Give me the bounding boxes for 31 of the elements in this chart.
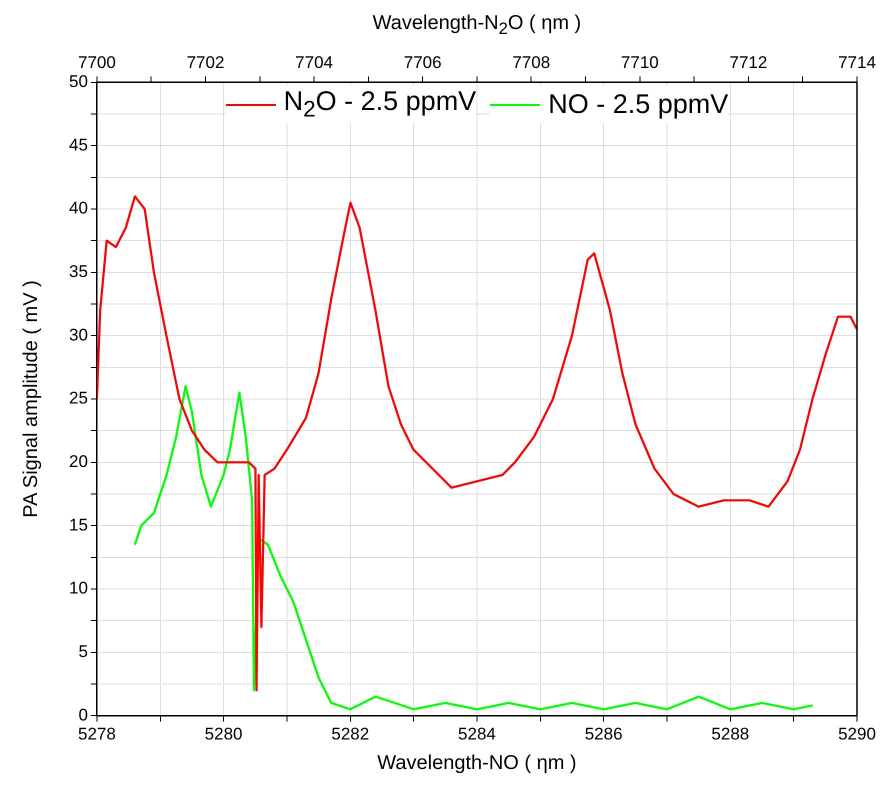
- y-tick-label: 0: [78, 705, 88, 724]
- x2-tick-label: 7708: [512, 52, 550, 72]
- y-tick-label: 45: [68, 135, 88, 154]
- x-axis-title: Wavelength-NO ( ηm ): [376, 752, 578, 775]
- x2-tick-label: 7704: [295, 52, 333, 72]
- y-tick-label: 35: [68, 262, 88, 282]
- x2-tick-label: 7712: [730, 52, 768, 72]
- y-tick-label: 25: [68, 388, 88, 408]
- x-tick-label: 5278: [78, 724, 116, 744]
- x2-tick-label: 7714: [838, 52, 876, 72]
- y-tick-label: 40: [68, 198, 88, 218]
- x-tick-label: 5280: [204, 724, 243, 744]
- legend-label: NO - 2.5 ppmV: [548, 89, 728, 120]
- x-tick-label: 5284: [458, 724, 496, 744]
- x2-tick-label: 7702: [186, 52, 224, 72]
- y-tick-label: 20: [68, 452, 88, 472]
- legend-label: N$_{2}$O - 2.5 ppmV: [284, 86, 476, 123]
- x2-axis-title: Wavelength-N$_{2}$O ( ηm ): [372, 12, 582, 39]
- y-tick-label: 30: [68, 325, 88, 344]
- x-tick-label: 5282: [331, 724, 370, 744]
- x2-tick-label: 7700: [78, 52, 116, 72]
- x2-tick-label: 7706: [404, 52, 442, 72]
- y-tick-label: 5: [78, 642, 88, 661]
- x2-tick-label: 7710: [620, 52, 659, 72]
- x-tick-label: 5286: [584, 724, 623, 744]
- y-tick-label: 15: [68, 515, 88, 534]
- y-tick-label: 10: [68, 578, 88, 598]
- x-tick-label: 5290: [838, 724, 876, 744]
- x-tick-label: 5288: [711, 724, 750, 744]
- y-axis-title: PA Signal amplitude ( mV ): [20, 280, 42, 518]
- y-tick-label: 50: [68, 72, 88, 92]
